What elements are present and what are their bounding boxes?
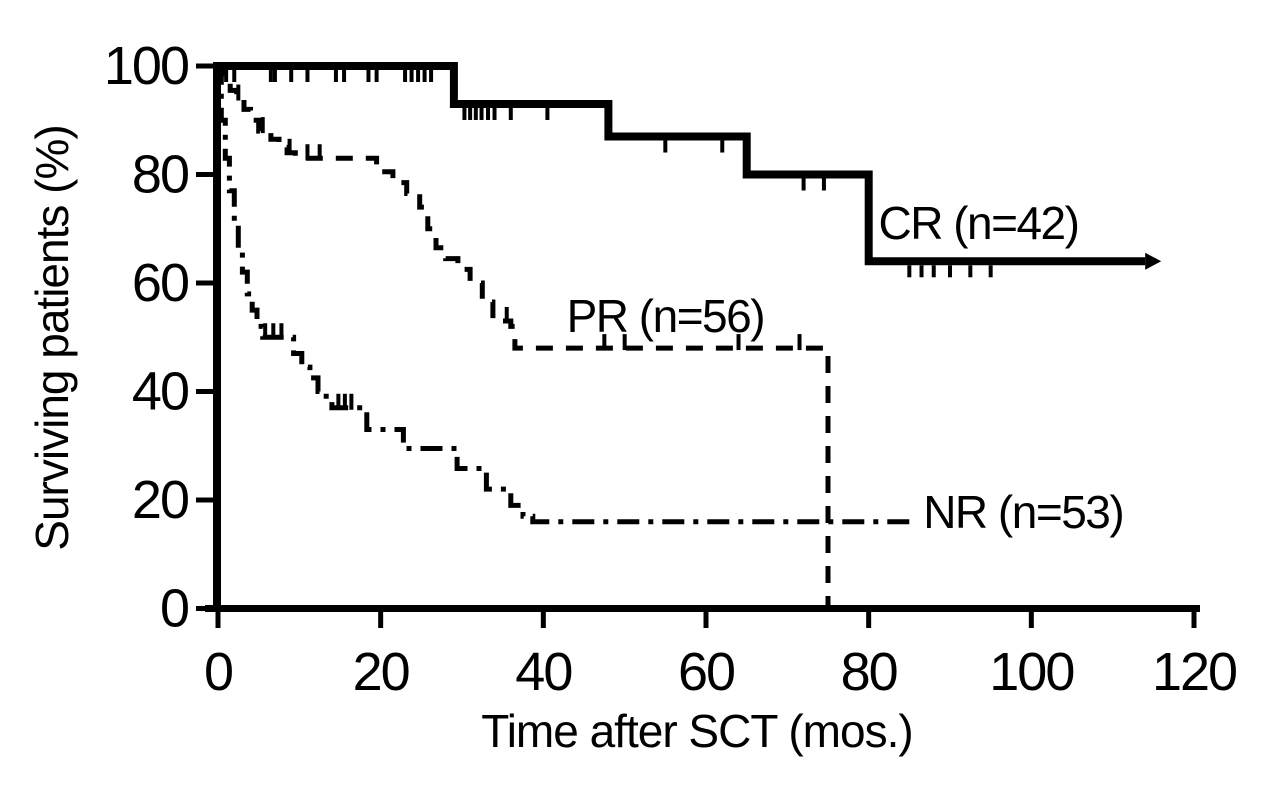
x-tick-label: 60 bbox=[678, 642, 734, 702]
x-tick-label: 20 bbox=[353, 642, 409, 702]
x-tick-label: 120 bbox=[1152, 642, 1236, 702]
y-tick-label: 80 bbox=[132, 145, 188, 205]
series-cr bbox=[218, 62, 1162, 278]
y-tick-label: 40 bbox=[132, 362, 188, 422]
x-tick-label: 0 bbox=[204, 642, 232, 702]
x-tick-label: 100 bbox=[989, 642, 1073, 702]
series-pr bbox=[218, 63, 831, 609]
arrowhead-icon bbox=[1145, 252, 1162, 270]
y-tick-label: 20 bbox=[132, 470, 188, 530]
curve-label-cr: CR (n=42) bbox=[878, 197, 1079, 250]
y-axis-title: Surviving patients (%) bbox=[26, 125, 78, 551]
y-tick-label: 60 bbox=[132, 253, 188, 313]
series-line-cr bbox=[218, 62, 1146, 266]
series-line-nr bbox=[218, 63, 910, 525]
axes bbox=[196, 62, 1200, 628]
y-tick-label: 0 bbox=[160, 579, 188, 639]
x-axis-title: Time after SCT (mos.) bbox=[481, 705, 913, 757]
series-nr bbox=[218, 63, 910, 525]
tick-labels: 0 20 40 60 80 100 0 20 40 60 80 100 120 bbox=[104, 36, 1238, 702]
curve-label-pr: PR (n=56) bbox=[566, 289, 766, 342]
x-tick-label: 40 bbox=[515, 642, 571, 702]
x-tick-label: 80 bbox=[841, 642, 897, 702]
curve-label-nr: NR (n=53) bbox=[923, 485, 1124, 538]
y-tick-label: 100 bbox=[104, 36, 188, 96]
series-line-pr bbox=[218, 63, 831, 609]
